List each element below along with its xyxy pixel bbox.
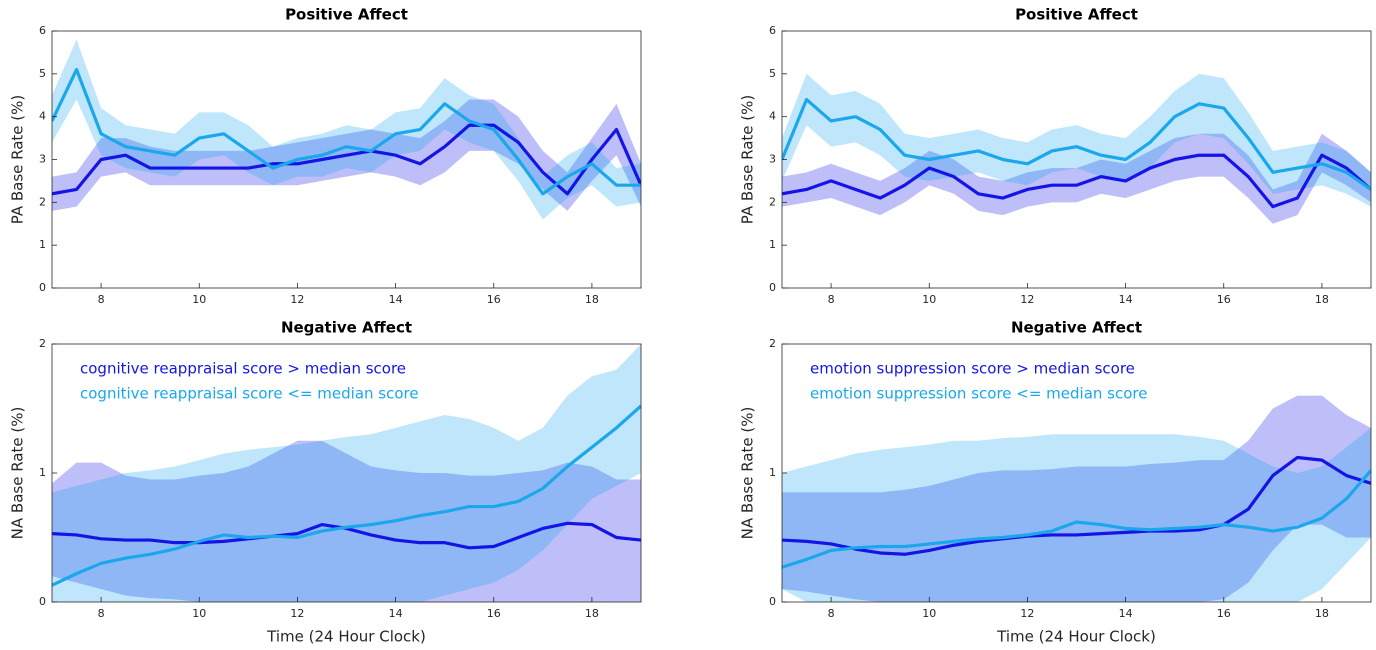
y-tick-label: 4: [769, 110, 776, 123]
y-tick-label: 1: [769, 466, 776, 479]
y-axis-label: NA Base Rate (%): [739, 407, 757, 540]
x-axis-label: Time (24 Hour Clock): [996, 628, 1156, 646]
plot-area: [782, 395, 1371, 602]
confidence-band: [52, 440, 641, 602]
x-tick-label: 12: [290, 293, 304, 306]
x-tick-label: 14: [389, 607, 403, 620]
y-tick-label: 3: [39, 153, 46, 166]
x-tick-label: 8: [828, 293, 835, 306]
confidence-band: [52, 39, 641, 220]
y-tick-label: 1: [769, 238, 776, 251]
series-line: [782, 469, 1371, 569]
y-tick-label: 0: [39, 281, 46, 294]
y-axis-label: PA Base Rate (%): [739, 95, 757, 225]
series-line: [782, 97, 1371, 191]
x-tick-label: 18: [585, 607, 599, 620]
legend-entry: cognitive reappraisal score > median sco…: [80, 360, 406, 378]
x-tick-label: 18: [585, 293, 599, 306]
y-axis-label: NA Base Rate (%): [9, 407, 27, 540]
x-tick-label: 12: [290, 607, 304, 620]
plot-area: [782, 73, 1371, 224]
y-tick-label: 5: [39, 67, 46, 80]
subplot-title: Positive Affect: [1015, 6, 1138, 24]
x-tick-label: 16: [487, 293, 501, 306]
confidence-band: [52, 344, 641, 602]
series-line: [52, 123, 641, 196]
series-line: [52, 67, 641, 196]
x-tick-label: 14: [1119, 607, 1133, 620]
y-tick-label: 2: [39, 337, 46, 350]
y-tick-label: 1: [39, 238, 46, 251]
y-tick-label: 2: [769, 195, 776, 208]
x-tick-label: 10: [192, 607, 206, 620]
x-tick-label: 12: [1020, 293, 1034, 306]
x-tick-label: 18: [1315, 293, 1329, 306]
x-axis-label: Time (24 Hour Clock): [266, 628, 426, 646]
x-tick-label: 10: [922, 293, 936, 306]
legend-entry: emotion suppression score <= median scor…: [810, 385, 1147, 403]
x-tick-label: 16: [487, 607, 501, 620]
plot-area: [52, 39, 641, 220]
series-line: [52, 404, 641, 587]
x-tick-label: 16: [1217, 607, 1231, 620]
y-tick-label: 0: [769, 595, 776, 608]
y-tick-label: 1: [39, 466, 46, 479]
confidence-band: [782, 427, 1371, 602]
x-tick-label: 8: [98, 607, 105, 620]
legend-entry: emotion suppression score > median score: [810, 360, 1135, 378]
x-tick-label: 8: [98, 293, 105, 306]
y-axis-label: PA Base Rate (%): [9, 95, 27, 225]
series-line: [782, 455, 1371, 556]
x-tick-label: 10: [192, 293, 206, 306]
legend-entry: cognitive reappraisal score <= median sc…: [80, 385, 419, 403]
subplot-title: Negative Affect: [1011, 319, 1142, 337]
x-tick-label: 18: [1315, 607, 1329, 620]
y-tick-label: 0: [769, 281, 776, 294]
y-tick-label: 2: [769, 337, 776, 350]
y-tick-label: 3: [769, 153, 776, 166]
plot-area: [52, 344, 641, 602]
subplot-title: Negative Affect: [281, 319, 412, 337]
x-tick-label: 10: [922, 607, 936, 620]
subplot-title: Positive Affect: [285, 6, 408, 24]
x-tick-label: 8: [828, 607, 835, 620]
x-tick-label: 14: [389, 293, 403, 306]
y-tick-label: 6: [39, 24, 46, 37]
x-tick-label: 12: [1020, 607, 1034, 620]
y-tick-label: 6: [769, 24, 776, 37]
x-tick-label: 16: [1217, 293, 1231, 306]
y-tick-label: 5: [769, 67, 776, 80]
x-tick-label: 14: [1119, 293, 1133, 306]
series-line: [782, 153, 1371, 209]
y-tick-label: 4: [39, 110, 46, 123]
y-tick-label: 2: [39, 195, 46, 208]
y-tick-label: 0: [39, 595, 46, 608]
